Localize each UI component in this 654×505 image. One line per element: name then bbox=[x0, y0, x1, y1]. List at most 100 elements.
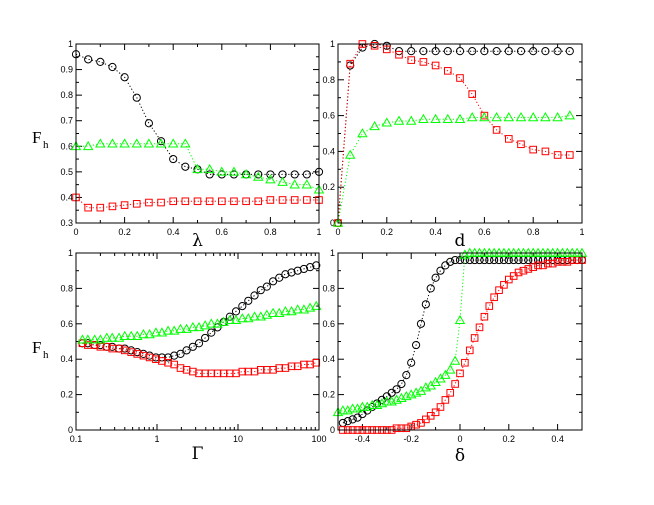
data-point-green bbox=[479, 111, 490, 122]
data-point-green bbox=[286, 306, 297, 316]
data-point-green bbox=[138, 329, 149, 339]
data-point-green bbox=[515, 111, 527, 122]
data-point-green bbox=[466, 111, 478, 122]
data-point-green bbox=[252, 171, 264, 181]
data-point-black bbox=[436, 266, 445, 275]
data-point-black bbox=[516, 47, 526, 56]
data-point-red bbox=[254, 197, 263, 206]
data-point-red bbox=[157, 198, 165, 207]
data-point-red bbox=[193, 197, 202, 206]
x-tick-label: 0.4 bbox=[167, 227, 180, 237]
data-point-black bbox=[480, 47, 489, 56]
series-line-red bbox=[75, 197, 319, 209]
data-point-black bbox=[84, 55, 93, 64]
data-point-green bbox=[82, 140, 94, 151]
plot-frame bbox=[337, 43, 583, 224]
x-tick-label: 0.2 bbox=[503, 434, 516, 444]
data-point-green bbox=[527, 111, 539, 122]
data-point-green bbox=[175, 323, 186, 333]
data-point-green bbox=[449, 355, 461, 365]
data-point-green bbox=[150, 327, 162, 337]
data-point-black bbox=[194, 339, 204, 348]
data-point-red bbox=[444, 67, 452, 75]
data-point-red bbox=[456, 369, 464, 378]
data-point-red bbox=[558, 258, 567, 266]
data-point-green bbox=[218, 316, 229, 326]
panel-top-right-d: 0 0.2 0.4 0.6 0.8 1 0 0.2 0.4 0.6 0.8 1 d bbox=[322, 39, 584, 251]
y-tick-label: 1 bbox=[330, 39, 335, 49]
data-point-red bbox=[529, 263, 538, 271]
data-point-red bbox=[266, 196, 275, 204]
data-point-green bbox=[267, 307, 279, 317]
x-tick-label: 0.8 bbox=[527, 227, 540, 237]
y-tick-label: 0.8 bbox=[322, 283, 335, 293]
data-point-red bbox=[238, 367, 247, 376]
data-point-green bbox=[187, 321, 199, 332]
x-axis-label: δ bbox=[455, 446, 465, 466]
data-point-green bbox=[298, 304, 310, 314]
y-tick-label: 0 bbox=[68, 425, 73, 435]
data-point-black bbox=[144, 119, 153, 128]
data-point-black bbox=[348, 415, 357, 424]
data-point-green bbox=[255, 311, 267, 321]
data-point-black bbox=[411, 340, 421, 350]
data-point-red bbox=[152, 355, 160, 363]
data-point-black bbox=[293, 266, 302, 275]
data-point-red bbox=[182, 366, 191, 374]
data-point-green bbox=[119, 330, 131, 340]
y-tick-label: 0.4 bbox=[60, 354, 73, 364]
data-point-black bbox=[207, 328, 216, 337]
data-point-black bbox=[108, 62, 117, 72]
data-point-black bbox=[397, 379, 406, 389]
data-point-green bbox=[167, 138, 179, 148]
data-point-black bbox=[504, 47, 513, 56]
data-point-black bbox=[156, 137, 166, 146]
data-point-black bbox=[312, 261, 321, 270]
data-point-red bbox=[303, 196, 311, 204]
data-point-red bbox=[436, 403, 445, 411]
y-tick-label: 0.4 bbox=[322, 146, 335, 156]
data-point-black bbox=[120, 73, 129, 82]
x-tick-label: 0.4 bbox=[429, 227, 442, 237]
data-point-green bbox=[277, 176, 288, 186]
data-point-black bbox=[205, 170, 214, 179]
data-point-green bbox=[224, 314, 236, 325]
data-point-red bbox=[451, 380, 459, 388]
data-point-red bbox=[553, 151, 562, 159]
data-point-green bbox=[206, 318, 217, 328]
y-tick-label: 1 bbox=[68, 39, 73, 49]
data-point-green bbox=[564, 110, 576, 120]
data-point-green bbox=[180, 138, 191, 148]
x-tick-label: 0.8 bbox=[264, 227, 277, 237]
x-tick-label: 0.6 bbox=[216, 227, 229, 237]
data-point-red bbox=[492, 126, 501, 134]
data-point-black bbox=[254, 170, 263, 179]
data-point-green bbox=[77, 334, 88, 344]
data-point-black bbox=[169, 154, 178, 164]
data-point-red bbox=[397, 424, 406, 433]
y-tick-label: 0.6 bbox=[322, 319, 335, 329]
data-point-red bbox=[548, 259, 557, 268]
data-point-red bbox=[278, 196, 287, 204]
data-point-green bbox=[292, 304, 303, 314]
data-point-red bbox=[431, 61, 440, 70]
data-point-black bbox=[238, 302, 247, 311]
data-point-red bbox=[108, 202, 117, 211]
data-point-black bbox=[170, 351, 179, 360]
data-point-green bbox=[155, 138, 167, 148]
data-point-green bbox=[168, 325, 180, 335]
y-axis-label-subscript: h bbox=[43, 139, 49, 151]
data-point-red bbox=[102, 343, 111, 351]
data-point-red bbox=[189, 367, 197, 376]
series-line-green bbox=[76, 143, 320, 191]
data-point-black bbox=[407, 358, 416, 367]
data-point-red bbox=[312, 358, 321, 367]
data-point-green bbox=[261, 309, 273, 319]
data-point-black bbox=[387, 388, 396, 397]
data-point-black bbox=[182, 346, 191, 355]
data-point-black bbox=[416, 319, 426, 328]
y-tick-label: 0.5 bbox=[60, 167, 73, 177]
data-point-green bbox=[503, 111, 515, 122]
data-point-black bbox=[468, 47, 477, 56]
data-point-green bbox=[199, 320, 211, 330]
